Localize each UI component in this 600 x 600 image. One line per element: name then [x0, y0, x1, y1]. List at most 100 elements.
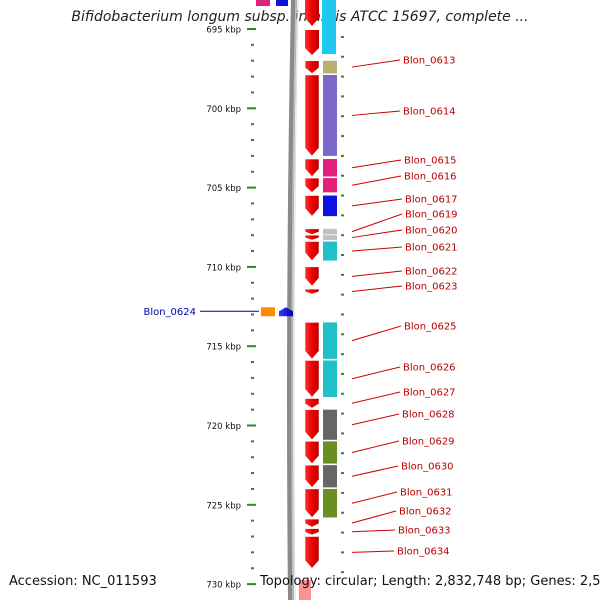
gene-leader-line [351, 550, 395, 553]
gene-label[interactable]: Blon_0620 [405, 226, 458, 237]
gene-label[interactable]: Blon_0632 [399, 507, 452, 518]
axis-minor-dot [251, 281, 254, 284]
cog-box [323, 60, 337, 74]
gene-leader-line [351, 366, 401, 380]
cog-box [323, 241, 337, 261]
track-marker [341, 511, 344, 514]
axis-minor-dot [251, 234, 254, 237]
track-marker [341, 273, 344, 276]
axis-minor-dot [251, 551, 254, 554]
gene-leader-line [351, 413, 400, 426]
gene-arrow [304, 409, 320, 441]
gene-arrow [304, 60, 320, 74]
gene-arrow [304, 488, 320, 518]
gene-arrow-partial [299, 580, 311, 600]
backbone [287, 0, 297, 600]
track-marker [341, 234, 344, 237]
gene-label[interactable]: Blon_0622 [405, 267, 458, 278]
axis-minor-dot [251, 297, 254, 300]
gene-label[interactable]: Blon_0629 [402, 437, 455, 448]
gene-leader-line [351, 510, 397, 524]
gene-label[interactable]: Blon_0625 [404, 322, 457, 333]
gene-leader-line [351, 246, 403, 252]
gene-label[interactable]: Blon_0614 [403, 107, 456, 118]
gene-layer [261, 0, 337, 600]
cog-box [323, 178, 337, 193]
gene-arrow [304, 288, 320, 295]
gene-leader-line [351, 440, 400, 453]
cog-box-partial [322, 6, 336, 54]
axis-tick-label: 710 kbp [206, 263, 241, 273]
track-marker [341, 174, 344, 177]
gene-arrow [304, 228, 320, 235]
track-marker [341, 412, 344, 415]
topology-label: Topology: circular; Length: 2,832,748 bp… [260, 574, 600, 589]
track-marker [341, 115, 344, 118]
track-marker [341, 214, 344, 217]
track-marker [341, 333, 344, 336]
track-marker [341, 154, 344, 157]
track-marker [341, 571, 344, 574]
axis-minor-dot [251, 519, 254, 522]
backbone-rim [293, 0, 299, 600]
gene-arrow [279, 307, 293, 317]
gene-label[interactable]: Blon_0634 [397, 547, 450, 558]
gene-label[interactable]: Blon_0621 [405, 243, 458, 254]
gene-label[interactable]: Blon_0630 [401, 462, 454, 473]
track-marker [341, 95, 344, 98]
gene-label[interactable]: Blon_0616 [404, 172, 457, 183]
track-marker [341, 353, 344, 356]
gene-label[interactable]: Blon_0633 [398, 526, 451, 537]
gene-leader-line [351, 325, 402, 342]
cog-box [323, 465, 337, 488]
gene-arrow [304, 195, 320, 217]
axis-minor-dot [251, 250, 254, 253]
cog-box [323, 322, 337, 359]
axis-minor-dot [251, 376, 254, 379]
track-marker [341, 432, 344, 435]
axis-layer: 695 kbp 700 kbp 705 kbp 710 kbp 715 kbp 720 k… [206, 26, 344, 591]
axis-tick-label: 720 kbp [206, 422, 241, 432]
cog-box [261, 307, 275, 317]
gene-label[interactable]: Blon_0628 [402, 410, 455, 421]
axis-minor-dot [251, 75, 254, 78]
gene-label[interactable]: Blon_0627 [403, 388, 456, 399]
gene-label[interactable]: Blon_0613 [403, 56, 456, 67]
axis-tick-label: 695 kbp [206, 26, 241, 36]
axis-minor-dot [251, 43, 254, 46]
gene-leader-line [351, 198, 403, 207]
axis-minor-dot [251, 392, 254, 395]
gene-leader-line [351, 110, 401, 116]
axis-minor-dot [251, 456, 254, 459]
gene-arrow [304, 536, 320, 569]
axis-minor-dot [251, 139, 254, 142]
axis-minor-dot [251, 472, 254, 475]
gene-arrow [304, 464, 320, 488]
gene-label[interactable]: Blon_0626 [403, 363, 456, 374]
gene-label[interactable]: Blon_0623 [405, 282, 458, 293]
gene-leader-line [351, 491, 398, 504]
partial-feature-blue [276, 0, 288, 6]
axis-minor-dot [251, 440, 254, 443]
gene-label[interactable]: Blon_0624 [143, 307, 196, 318]
gene-arrow [304, 266, 320, 287]
gene-leader-line [351, 229, 403, 239]
gene-arrow [304, 398, 320, 409]
gene-label[interactable]: Blon_0631 [400, 488, 453, 499]
axis-minor-dot [251, 535, 254, 538]
axis-minor-dot [251, 202, 254, 205]
gene-label[interactable]: Blon_0617 [405, 195, 458, 206]
cog-box [323, 235, 337, 240]
axis-tick-label: 700 kbp [206, 105, 241, 115]
gene-label[interactable]: Blon_0619 [405, 210, 458, 221]
cog-box [323, 409, 337, 440]
gene-leader-line [351, 391, 401, 404]
cog-box [323, 488, 337, 518]
partial-feature-cyan [322, 0, 336, 6]
track-marker [341, 55, 344, 58]
track-marker [341, 472, 344, 475]
accession-label: Accession: NC_011593 [9, 574, 157, 589]
track-marker [341, 35, 344, 38]
gene-label[interactable]: Blon_0615 [404, 156, 457, 167]
